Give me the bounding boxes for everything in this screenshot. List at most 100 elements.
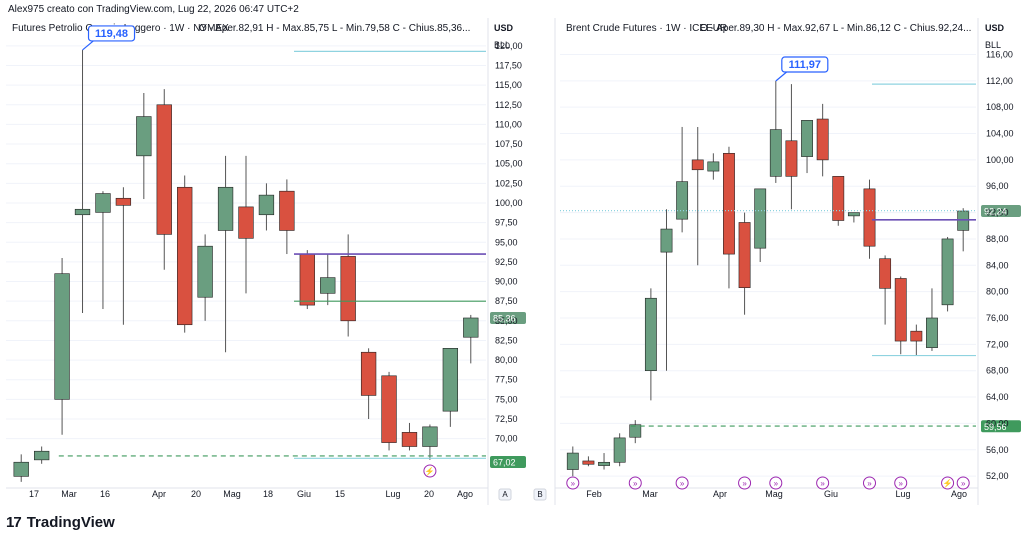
price-label-box	[981, 420, 1021, 433]
price-label-box	[490, 311, 526, 324]
x-tick-label: Apr	[713, 489, 727, 499]
price-label-text: 85,36	[493, 313, 516, 323]
event-glyph: ⚡	[425, 466, 435, 476]
candle-body	[660, 228, 673, 253]
x-tick-label: 17	[29, 489, 39, 499]
candle-body	[926, 317, 938, 348]
y-tick-label: 120,00	[495, 41, 523, 51]
candle-body	[217, 186, 234, 231]
candle-body	[629, 424, 642, 438]
earnings-arrow-icon	[566, 476, 580, 490]
candle-body	[613, 437, 626, 463]
candle-body	[847, 212, 860, 217]
candle-body	[401, 432, 418, 447]
y-tick-label: 88,00	[986, 234, 1009, 244]
y-tick-label: 107,50	[495, 139, 523, 149]
candle-body	[566, 452, 579, 470]
candle-body	[707, 161, 720, 172]
scale-toggle-label: A	[502, 490, 508, 499]
price-label-text: 59,56	[984, 422, 1007, 432]
price-label-text: 92,24	[984, 207, 1007, 217]
y-tick-label: 85,00	[495, 316, 518, 326]
x-tick-label: Giu	[297, 489, 311, 499]
candle-body	[279, 190, 295, 231]
candle-body	[156, 104, 172, 235]
x-tick-label: Apr	[152, 489, 166, 499]
y-tick-label: 87,50	[495, 296, 518, 306]
x-tick-label: 16	[100, 489, 110, 499]
event-glyph: ⚡	[943, 478, 953, 488]
x-tick-label: Mar	[61, 489, 77, 499]
y-tick-label: 56,00	[986, 445, 1009, 455]
chart1-unit: BLL	[494, 40, 510, 50]
callout-text: 119,48	[95, 28, 128, 40]
chart2-group	[560, 53, 1021, 490]
candle-body	[738, 222, 751, 288]
y-tick-label: 72,00	[986, 339, 1009, 349]
event-glyph: »	[867, 479, 872, 488]
y-tick-label: 112,00	[986, 76, 1013, 86]
earnings-arrow-icon	[816, 476, 830, 490]
y-tick-label: 60,00	[986, 418, 1009, 428]
y-tick-label: 102,50	[495, 178, 523, 188]
x-tick-label: 18	[263, 489, 273, 499]
candle-body	[340, 256, 356, 322]
candle-body	[238, 206, 254, 239]
chart1-ohlc: O - Aper.82,91 H - Max.85,75 L - Min.79,…	[199, 23, 471, 34]
x-tick-label: Mag	[765, 489, 783, 499]
y-tick-label: 80,00	[495, 355, 518, 365]
event-glyph: »	[742, 479, 747, 488]
earnings-arrow-icon	[956, 476, 970, 490]
x-tick-label: 15	[335, 489, 345, 499]
candle-body	[598, 461, 610, 466]
x-tick-label: Lug	[895, 489, 910, 499]
y-tick-label: 82,50	[495, 335, 518, 345]
chart2-currency: USD	[985, 23, 1005, 33]
callout-pointer	[775, 70, 789, 82]
scale-toggle-label: B	[537, 490, 542, 499]
callout-box	[87, 25, 136, 42]
dividend-bolt-icon	[423, 464, 437, 478]
candle-body	[863, 188, 876, 247]
x-tick-label: 20	[424, 489, 434, 499]
candle-body	[941, 238, 954, 306]
candle-body	[894, 278, 907, 342]
y-tick-label: 110,00	[495, 119, 522, 129]
y-tick-label: 115,00	[495, 80, 522, 90]
candle-body	[177, 186, 193, 326]
candle-body	[785, 140, 798, 177]
y-tick-label: 52,00	[986, 471, 1009, 481]
callout-text: 111,97	[789, 59, 821, 71]
chart2-title: Brent Crude Futures · 1W · ICEEUR	[566, 23, 728, 34]
event-glyph: »	[633, 479, 638, 488]
x-tick-label: Mag	[223, 489, 241, 499]
candle-body	[54, 273, 70, 400]
y-tick-label: 117,50	[495, 60, 522, 70]
y-tick-label: 84,00	[986, 260, 1009, 270]
y-tick-label: 75,00	[495, 394, 518, 404]
y-tick-label: 92,00	[986, 208, 1009, 218]
y-tick-label: 100,00	[986, 155, 1014, 165]
tradingview-brand: TradingView	[26, 514, 115, 531]
earnings-arrow-icon	[863, 476, 876, 490]
snapshot-credit: Alex975 creato con TradingView.com, Lug …	[8, 4, 299, 15]
x-tick-label: Feb	[586, 489, 602, 499]
chart1-currency: USD	[494, 23, 514, 33]
tradingview-logo[interactable]: 17 TradingView	[6, 514, 115, 531]
scale-toggle-button	[533, 488, 547, 501]
candle-body	[197, 245, 213, 298]
candle-body	[754, 188, 767, 249]
scale-toggle-button	[498, 488, 512, 501]
earnings-arrow-icon	[738, 476, 752, 490]
x-tick-label: Mar	[642, 489, 658, 499]
candle-body	[723, 152, 735, 255]
chart2-ohlc: O - Aper.89,30 H - Max.92,67 L - Min.86,…	[700, 23, 972, 34]
y-tick-label: 100,00	[495, 198, 523, 208]
event-glyph: »	[899, 479, 904, 488]
candle-body	[74, 208, 91, 216]
y-tick-label: 70,00	[495, 434, 518, 444]
candle-body	[769, 129, 782, 177]
y-tick-label: 64,00	[986, 392, 1009, 402]
